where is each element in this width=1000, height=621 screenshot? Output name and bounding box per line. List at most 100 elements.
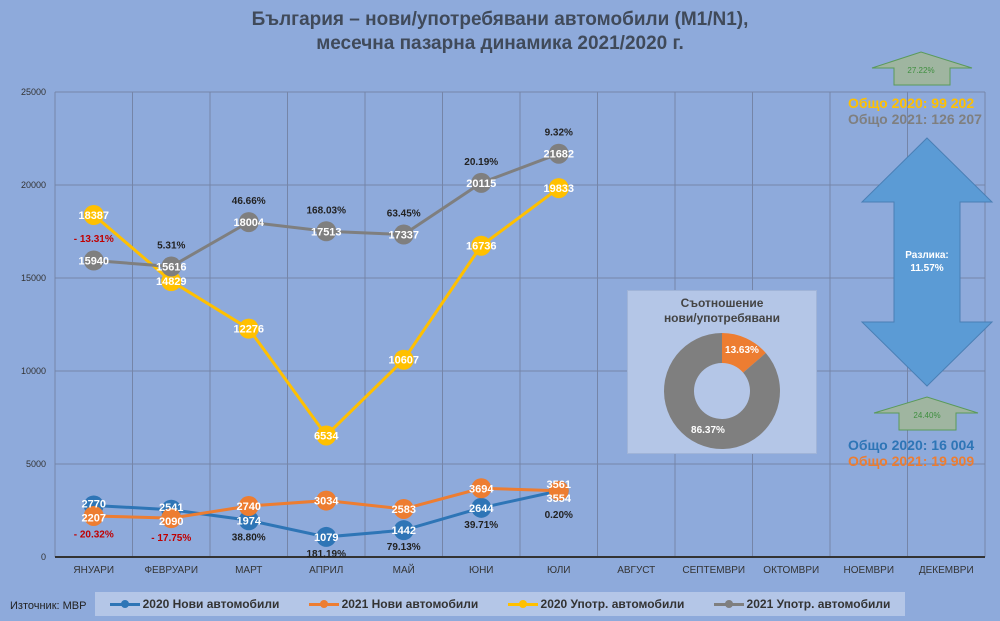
data-label: 18387: [78, 210, 109, 222]
legend-label: 2020 Нови автомобили: [142, 597, 280, 611]
legend-item: 2020 Нови автомобили: [109, 597, 280, 611]
y-tick-label: 25000: [21, 87, 46, 97]
donut-chart: 13.63% 86.37%: [664, 333, 780, 449]
change-new-label: 38.80%: [232, 532, 266, 543]
data-label: 6534: [314, 430, 339, 442]
total-used-2021: Общо 2021: 126 207: [848, 111, 982, 127]
x-tick-label: МАРТ: [235, 565, 262, 576]
total-new-2020: Общо 2020: 16 004: [848, 437, 975, 453]
change-new-label: 0.20%: [545, 510, 573, 521]
x-tick-label: ЯНУАРИ: [73, 565, 114, 576]
data-label: 2541: [159, 502, 183, 514]
x-tick-label: АВГУСТ: [617, 565, 655, 576]
data-point: [238, 318, 259, 339]
change-new-label: 181.19%: [307, 549, 347, 560]
donut-slice: [722, 333, 766, 373]
source-note: Източник: МВР: [10, 600, 87, 612]
donut-title-1: Съотношение: [680, 296, 764, 310]
data-label: 3034: [314, 496, 339, 508]
data-point: [471, 172, 492, 193]
data-label: 1442: [392, 525, 416, 537]
change-used-label: 20.19%: [464, 157, 498, 168]
donut-title-2: нови/употребявани: [663, 311, 781, 325]
legend-swatch: [713, 599, 744, 608]
data-point: [316, 425, 337, 446]
data-label: 1079: [314, 532, 338, 544]
y-tick-label: 5000: [26, 459, 46, 469]
y-tick-label: 10000: [21, 366, 46, 376]
data-point: [83, 250, 104, 271]
legend-item: 2020 Употр. автомобили: [507, 597, 685, 611]
data-label: 2207: [82, 513, 106, 525]
total-used-2020: Общо 2020: 99 202: [848, 95, 975, 111]
change-used-label: 63.45%: [387, 209, 421, 220]
data-point: [316, 526, 337, 547]
y-tick-label: 0: [41, 552, 46, 562]
data-label: 15616: [156, 262, 187, 274]
data-point: [161, 256, 182, 277]
double-arrow-icon: [860, 137, 994, 387]
data-label: 3554: [547, 493, 572, 505]
data-label: 3694: [469, 483, 494, 495]
data-point: [161, 508, 182, 529]
change-new-label: 79.13%: [387, 542, 421, 553]
x-tick-label: СЕПТЕМВРИ: [682, 565, 745, 576]
data-point: [393, 349, 414, 370]
legend-label: 2021 Употр. автомобили: [746, 597, 891, 611]
x-tick-label: МАЙ: [393, 563, 415, 576]
data-label: 18004: [233, 217, 264, 229]
data-label: 20115: [466, 178, 496, 190]
used-growth-label: 27.22%: [907, 66, 934, 75]
data-point: [548, 480, 569, 501]
data-point: [161, 271, 182, 292]
total-new-2021: Общо 2021: 19 909: [848, 453, 975, 469]
x-tick-label: ЮНИ: [469, 565, 494, 576]
data-point: [83, 205, 104, 226]
change-new-label: 39.71%: [464, 520, 498, 531]
data-label: 16736: [466, 241, 497, 253]
x-tick-label: НОЕМВРИ: [843, 565, 894, 576]
title-line-1: България – нови/употребявани автомобили …: [251, 9, 749, 30]
donut-label: 13.63%: [725, 345, 759, 356]
legend-swatch: [308, 599, 339, 608]
data-point: [83, 505, 104, 526]
data-point: [393, 520, 414, 541]
data-label: 2740: [237, 501, 261, 513]
legend: 2020 Нови автомобили 2021 Нови автомобили…: [95, 592, 905, 616]
y-tick-label: 15000: [21, 273, 46, 283]
data-point: [548, 143, 569, 164]
data-point: [393, 498, 414, 519]
diff-value: 11.57%: [910, 263, 943, 274]
donut-slice: [664, 333, 780, 449]
diff-label: Разлика:: [905, 250, 948, 261]
data-point: [548, 178, 569, 199]
data-label: 10607: [388, 355, 419, 367]
change-used-label: 168.03%: [307, 205, 347, 216]
new-growth-label: 24.40%: [913, 411, 940, 420]
change-new-label: - 17.75%: [151, 533, 191, 544]
donut-label: 86.37%: [691, 425, 725, 436]
data-label: 17337: [388, 230, 419, 242]
data-point: [238, 510, 259, 531]
data-point: [471, 478, 492, 499]
data-label: 2770: [82, 499, 106, 511]
legend-label: 2020 Употр. автомобили: [540, 597, 685, 611]
title-line-2: месечна пазарна динамика 2021/2020 г.: [316, 33, 684, 54]
data-label: 2583: [392, 504, 416, 516]
data-point: [471, 497, 492, 518]
growth-arrow-up-icon: [871, 51, 973, 86]
x-tick-label: ЮЛИ: [547, 565, 570, 576]
x-tick-label: ДЕКЕМВРИ: [919, 565, 974, 576]
data-label: 12276: [233, 324, 264, 336]
data-label: 2090: [159, 516, 183, 528]
legend-swatch: [109, 599, 140, 608]
data-point: [393, 224, 414, 245]
data-label: 17513: [311, 226, 342, 238]
chart-title: България – нови/употребявани автомобили …: [200, 8, 800, 56]
data-label: 14829: [156, 276, 187, 288]
ratio-donut-panel: Съотношение нови/употребявани 13.63% 86.37…: [627, 290, 817, 454]
x-tick-label: ОКТОМВРИ: [763, 565, 819, 576]
growth-arrow-up-icon: [873, 396, 979, 431]
change-used-label: 46.66%: [232, 196, 266, 207]
